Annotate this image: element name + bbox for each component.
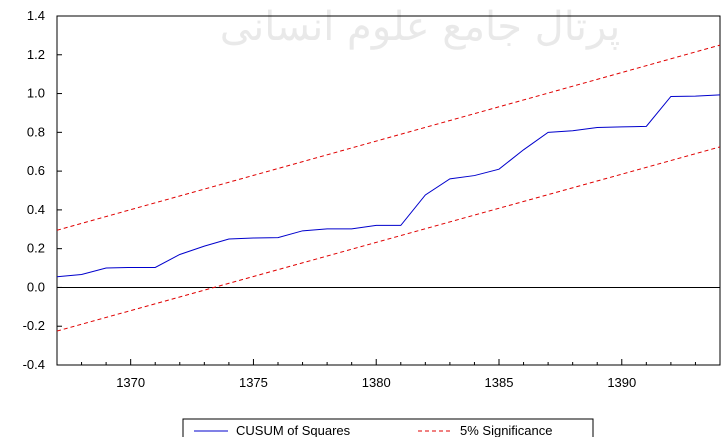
y-tick-label: 0.0 <box>27 279 45 294</box>
legend: CUSUM of Squares 5% Significance <box>182 418 594 437</box>
y-tick-label: -0.2 <box>23 318 45 333</box>
plot-frame <box>56 15 721 366</box>
y-tick-label: 1.2 <box>27 47 45 62</box>
y-tick-label: 0.2 <box>27 241 45 256</box>
x-tick-label: 1385 <box>485 375 514 390</box>
legend-label-cusum: CUSUM of Squares <box>236 423 351 437</box>
legend-box <box>182 418 594 437</box>
y-tick-label: 0.6 <box>27 163 45 178</box>
y-tick-label: 0.8 <box>27 124 45 139</box>
x-tick-label: 1390 <box>607 375 636 390</box>
x-tick-label: 1370 <box>116 375 145 390</box>
x-axis: 1370 1375 1380 1385 1390 <box>56 359 721 390</box>
y-axis: -0.4 -0.2 0.0 0.2 0.4 0.6 0.8 1.0 1.2 1.4 <box>23 8 62 372</box>
significance-upper-bound-line <box>56 44 721 231</box>
watermark-text: پرتال جامع علوم انسانی <box>220 4 621 50</box>
series-layer <box>56 44 721 332</box>
y-tick-label: 1.4 <box>27 8 45 23</box>
y-tick-label: -0.4 <box>23 357 45 372</box>
cusum-of-squares-line <box>56 94 721 278</box>
x-tick-label: 1375 <box>239 375 268 390</box>
y-tick-label: 0.4 <box>27 202 45 217</box>
legend-label-significance: 5% Significance <box>460 423 553 437</box>
x-tick-label: 1380 <box>362 375 391 390</box>
y-tick-label: 1.0 <box>27 86 45 101</box>
significance-lower-bound-line <box>56 146 721 332</box>
